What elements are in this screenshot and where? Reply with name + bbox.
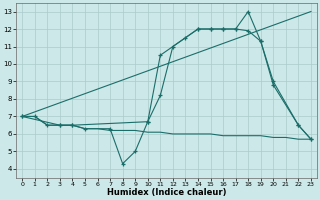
X-axis label: Humidex (Indice chaleur): Humidex (Indice chaleur)	[107, 188, 226, 197]
